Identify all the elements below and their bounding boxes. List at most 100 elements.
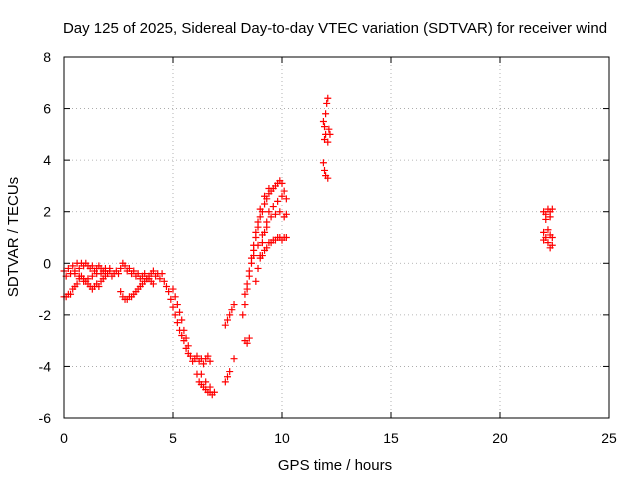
data-point: [178, 331, 186, 339]
data-point: [169, 303, 177, 311]
data-point: [84, 275, 92, 283]
data-point: [193, 352, 201, 360]
data-point: [546, 244, 554, 252]
data-point: [239, 311, 247, 319]
y-tick-label: 4: [43, 152, 51, 168]
data-point: [149, 280, 157, 288]
data-point: [106, 264, 114, 272]
data-point: [256, 213, 264, 221]
data-point: [80, 277, 88, 285]
data-point: [250, 252, 258, 260]
data-point: [261, 200, 269, 208]
data-point: [252, 228, 260, 236]
data-point: [254, 264, 262, 272]
data-point: [171, 293, 179, 301]
y-tick-label: 2: [43, 204, 51, 220]
data-point: [324, 94, 332, 102]
data-point: [88, 262, 96, 270]
data-point: [322, 110, 330, 118]
data-point: [64, 264, 72, 272]
data-point: [67, 290, 75, 298]
data-point: [258, 252, 266, 260]
data-point: [182, 334, 190, 342]
data-points: [60, 94, 556, 399]
data-point: [276, 208, 284, 216]
data-point: [241, 290, 249, 298]
y-tick-label: -4: [39, 358, 52, 374]
data-point: [71, 270, 79, 278]
data-point: [141, 270, 149, 278]
data-point: [319, 159, 327, 167]
data-point: [184, 342, 192, 350]
x-tick-label: 5: [169, 430, 177, 446]
data-point: [252, 277, 260, 285]
x-tick-label: 0: [60, 430, 68, 446]
data-point: [117, 264, 125, 272]
data-point: [544, 239, 552, 247]
data-point: [226, 368, 234, 376]
data-point: [186, 352, 194, 360]
x-tick-label: 10: [274, 430, 290, 446]
data-point: [274, 197, 282, 205]
data-point: [115, 270, 122, 278]
data-point: [173, 301, 181, 309]
data-point: [202, 378, 210, 386]
data-point: [160, 277, 168, 285]
data-point: [224, 373, 231, 381]
data-point: [200, 360, 208, 368]
data-point: [245, 267, 253, 275]
data-point: [173, 319, 181, 327]
data-point: [230, 301, 238, 309]
data-point: [169, 285, 177, 293]
data-point: [156, 275, 164, 283]
data-point: [322, 130, 330, 138]
data-point: [158, 270, 166, 278]
data-point: [95, 282, 103, 290]
data-point: [97, 270, 105, 278]
data-point: [324, 174, 332, 182]
data-point: [321, 123, 329, 131]
y-axis-label: SDTVAR / TECUs: [5, 177, 22, 297]
data-point: [134, 270, 142, 278]
data-point: [278, 179, 286, 187]
data-point: [230, 355, 238, 363]
data-point: [243, 339, 251, 347]
data-point: [542, 215, 550, 223]
data-point: [228, 306, 236, 314]
data-point: [224, 316, 231, 324]
data-point: [267, 213, 275, 221]
data-point: [271, 210, 279, 218]
data-point: [319, 117, 327, 125]
data-point: [256, 205, 264, 213]
data-point: [125, 264, 133, 272]
data-point: [282, 234, 290, 241]
data-point: [221, 378, 229, 386]
data-point: [258, 239, 266, 247]
data-point: [263, 244, 271, 252]
data-point: [324, 138, 332, 146]
data-point: [204, 352, 212, 360]
y-tick-label: 6: [43, 101, 51, 117]
y-tick-label: 0: [43, 255, 51, 271]
data-point: [278, 192, 286, 200]
x-axis-label: GPS time / hours: [278, 457, 392, 474]
data-point: [263, 223, 271, 231]
data-point: [197, 370, 205, 378]
data-point: [325, 125, 333, 133]
data-point: [171, 311, 179, 319]
data-point: [280, 187, 288, 195]
data-point: [88, 272, 96, 280]
chart-title: Day 125 of 2025, Sidereal Day-to-day VTE…: [63, 20, 607, 37]
data-point: [546, 208, 554, 216]
data-point: [75, 264, 83, 272]
x-tick-label: 20: [492, 430, 508, 446]
data-point: [282, 210, 290, 218]
data-point: [282, 195, 290, 203]
data-point: [254, 218, 262, 226]
y-tick-label: -6: [39, 410, 52, 426]
y-tick-labels: -6 -4 -2 0 2 4 6 8: [39, 49, 52, 426]
data-point: [130, 267, 138, 275]
data-point: [245, 334, 253, 342]
data-point: [167, 295, 175, 303]
data-point: [180, 326, 188, 334]
